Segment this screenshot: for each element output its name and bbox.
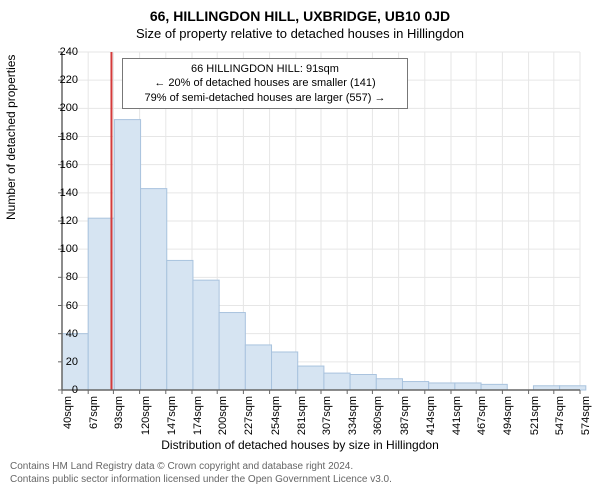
y-tick-label: 220 [48,74,78,86]
x-tick-label: 147sqm [166,396,178,440]
x-tick-label: 281sqm [296,396,308,440]
y-tick-label: 120 [48,215,78,227]
y-tick-label: 140 [48,187,78,199]
footer-line-2: Contains public sector information licen… [10,473,392,486]
x-tick-label: 307sqm [321,396,333,440]
y-axis-label: Number of detached properties [4,55,18,220]
footer-attribution: Contains HM Land Registry data © Crown c… [10,460,392,486]
x-tick-label: 174sqm [192,396,204,440]
x-tick-label: 200sqm [217,396,229,440]
x-tick-label: 521sqm [529,396,541,440]
y-tick-label: 40 [48,328,78,340]
x-tick-label: 227sqm [243,396,255,440]
x-tick-label: 414sqm [425,396,437,440]
annotation-line-1: 66 HILLINGDON HILL: 91sqm [129,62,401,76]
footer-line-1: Contains HM Land Registry data © Crown c… [10,460,392,473]
y-tick-label: 80 [48,271,78,283]
x-tick-label: 574sqm [580,396,592,440]
x-tick-label: 120sqm [140,396,152,440]
x-tick-label: 334sqm [347,396,359,440]
chart-container: 66, HILLINGDON HILL, UXBRIDGE, UB10 0JD … [0,0,600,500]
x-tick-label: 547sqm [554,396,566,440]
y-tick-label: 160 [48,159,78,171]
page-title: 66, HILLINGDON HILL, UXBRIDGE, UB10 0JD [0,0,600,24]
x-tick-label: 387sqm [399,396,411,440]
y-tick-label: 60 [48,300,78,312]
y-tick-label: 200 [48,102,78,114]
x-tick-label: 441sqm [451,396,463,440]
x-tick-label: 467sqm [476,396,488,440]
annotation-line-2: ← 20% of detached houses are smaller (14… [129,76,401,90]
y-tick-label: 20 [48,356,78,368]
x-tick-label: 93sqm [113,396,125,440]
histogram-chart: 66 HILLINGDON HILL: 91sqm ← 20% of detac… [62,52,580,390]
y-tick-label: 180 [48,131,78,143]
page-subtitle: Size of property relative to detached ho… [0,24,600,41]
y-tick-label: 0 [48,384,78,396]
annotation-line-3: 79% of semi-detached houses are larger (… [129,91,401,105]
y-tick-label: 100 [48,243,78,255]
annotation-box: 66 HILLINGDON HILL: 91sqm ← 20% of detac… [122,58,408,109]
x-tick-label: 40sqm [62,396,74,440]
x-axis-label: Distribution of detached houses by size … [0,438,600,452]
x-tick-label: 67sqm [88,396,100,440]
x-tick-label: 494sqm [502,396,514,440]
x-tick-label: 360sqm [372,396,384,440]
y-tick-label: 240 [48,46,78,58]
x-tick-label: 254sqm [270,396,282,440]
